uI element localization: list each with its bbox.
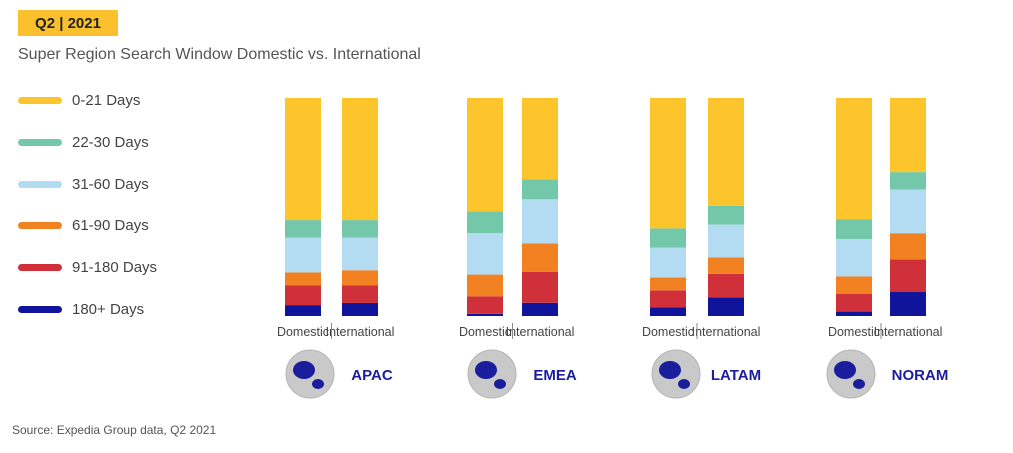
bar-segment	[650, 98, 686, 229]
globe-outline	[651, 349, 701, 399]
bar-segment	[890, 172, 926, 190]
globe-landmass	[312, 379, 324, 389]
bar-segment	[467, 233, 503, 275]
bar-segment	[522, 199, 558, 244]
globe-landmass	[494, 379, 506, 389]
bar-segment	[285, 272, 321, 286]
source-note: Source: Expedia Group data, Q2 2021	[12, 423, 217, 437]
legend-swatch	[18, 180, 62, 188]
bar-segment	[342, 270, 378, 286]
bar-segment	[836, 293, 872, 312]
globe-outline	[467, 349, 517, 399]
globe-landmass	[475, 361, 497, 379]
category-label: International	[506, 325, 575, 339]
bar-segment	[890, 292, 926, 316]
bar-segment	[522, 179, 558, 200]
bar-segment	[890, 98, 926, 173]
legend-item-61-90: 61-90 Days	[18, 213, 238, 237]
bar-segment	[708, 205, 744, 225]
bar-segment	[836, 98, 872, 220]
bar-segment	[522, 243, 558, 272]
globe-outline	[826, 349, 876, 399]
category-label: Domestic	[642, 325, 694, 339]
region-label: LATAM	[711, 367, 761, 384]
bar-segment	[467, 296, 503, 314]
legend-label: 22-30 Days	[72, 133, 149, 151]
category-label: Domestic	[828, 325, 880, 339]
globe-landmass	[659, 361, 681, 379]
bar-segment	[467, 98, 503, 212]
legend-swatch	[18, 263, 62, 271]
bar-segment	[467, 211, 503, 234]
globe-landmass	[293, 361, 315, 379]
bar-segment	[342, 285, 378, 303]
bar-segment	[836, 219, 872, 239]
bar-segment	[285, 237, 321, 273]
globe-outline	[285, 349, 335, 399]
globe-landmass	[853, 379, 865, 389]
bar-segment	[708, 273, 744, 298]
legend-item-0-21: 0-21 Days	[18, 88, 238, 112]
bar-segment	[285, 285, 321, 306]
region-label: EMEA	[533, 367, 577, 384]
bar-segment	[650, 290, 686, 308]
legend-item-22-30: 22-30 Days	[18, 130, 238, 154]
category-label: Domestic	[459, 325, 511, 339]
bar-segment	[836, 276, 872, 294]
bar-segment	[342, 220, 378, 238]
bar-segment	[708, 98, 744, 206]
globe-landmass	[678, 379, 690, 389]
bar-segment	[890, 259, 926, 293]
bar-segment	[467, 274, 503, 297]
bar-segment	[836, 311, 872, 316]
bar-segment	[467, 313, 503, 316]
legend-swatch	[18, 221, 62, 229]
bar-segment	[708, 297, 744, 316]
category-label: International	[692, 325, 761, 339]
legend-item-91-180: 91-180 Days	[18, 255, 238, 279]
category-label: Domestic	[277, 325, 329, 339]
region-label: APAC	[351, 367, 393, 384]
bar-segment	[522, 98, 558, 180]
bar-segment	[342, 302, 378, 316]
legend-swatch	[18, 305, 62, 313]
legend-label: 31-60 Days	[72, 175, 149, 193]
bar-segment	[650, 277, 686, 291]
legend-label: 91-180 Days	[72, 258, 158, 276]
bar-segment	[285, 305, 321, 316]
bar-segment	[522, 271, 558, 303]
bar-segment	[708, 224, 744, 258]
legend-swatch	[18, 138, 62, 146]
legend-label: 0-21 Days	[72, 91, 141, 109]
legend-label: 180+ Days	[72, 300, 145, 318]
bar-segment	[650, 228, 686, 248]
bar-segment	[890, 233, 926, 260]
category-label: International	[326, 325, 395, 339]
legend-label: 61-90 Days	[72, 216, 149, 234]
legend-item-180-plus: 180+ Days	[18, 297, 238, 321]
legend-item-31-60: 31-60 Days	[18, 172, 238, 196]
chart-subtitle: Super Region Search Window Domestic vs. …	[18, 46, 421, 63]
bar-segment	[650, 307, 686, 316]
bar-segment	[708, 257, 744, 274]
globe-landmass	[834, 361, 856, 379]
bar-segment	[522, 302, 558, 316]
bar-segment	[650, 247, 686, 278]
region-label: NORAM	[892, 367, 949, 384]
legend-swatch	[18, 96, 62, 104]
bar-segment	[285, 98, 321, 221]
bar-segment	[342, 237, 378, 271]
bar-segment	[836, 238, 872, 277]
bar-segment	[342, 98, 378, 221]
period-badge: Q2 | 2021	[18, 10, 118, 36]
category-label: International	[874, 325, 943, 339]
bar-segment	[890, 189, 926, 234]
bar-segment	[285, 220, 321, 238]
